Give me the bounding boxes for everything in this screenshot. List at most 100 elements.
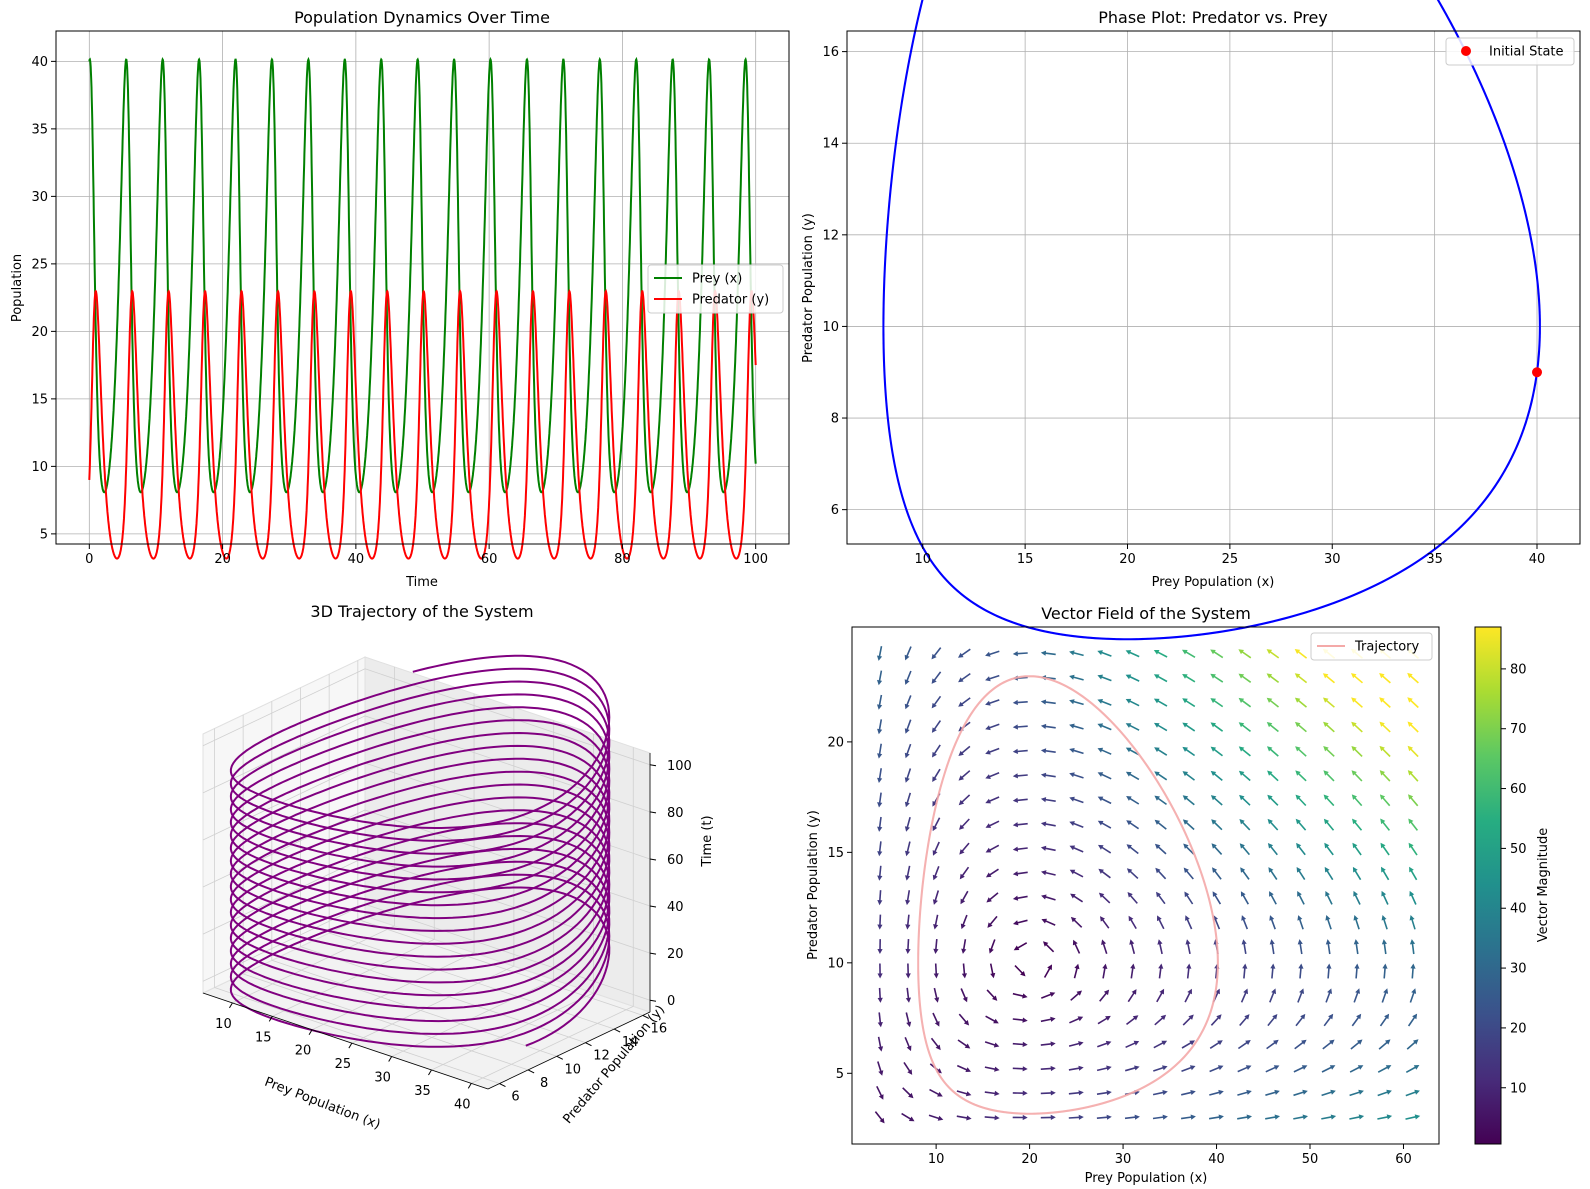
p4-vector-head [1182,795,1189,801]
p4-vector-shaft [1152,1091,1165,1096]
p4-vector-shaft [1354,894,1361,905]
p4-vector-head [932,899,938,905]
p4-vector-head [1040,748,1047,754]
p1-title: Population Dynamics Over Time [294,8,550,27]
p4-vector-shaft [1213,724,1224,732]
p4-vector-head [1105,1040,1112,1046]
p4-vector-shaft [960,697,971,706]
p4-vector-shaft [1297,723,1307,733]
p4-vector-shaft [1096,1116,1108,1119]
p2-xtick-label: 10 [914,552,931,567]
p4-vector-shaft [1185,845,1195,855]
p4-vector-head [1072,939,1078,946]
p4-vector-head [1296,842,1302,849]
p3-ztick-label: 0 [667,994,675,1009]
p4-vector-head [1352,818,1358,825]
p4-vector-head [985,774,991,779]
p4-vector-shaft [1410,869,1418,881]
p4-vector-head [1323,770,1329,776]
p4-vector-shaft [1377,1066,1389,1073]
p4-vector-shaft [1327,942,1331,955]
p4-vector-head [1411,988,1417,994]
p4-vector-head [1040,699,1047,705]
p4-vector-shaft [1044,749,1056,753]
p3-ytick-label: 6 [511,1090,519,1105]
p4-vector-shaft [1016,822,1028,826]
p4-vector-shaft [1409,796,1419,807]
p2-legend-label: Initial State [1489,45,1564,60]
p4-vector-head [932,800,938,807]
p3-grid-z-side [202,762,366,841]
p2-ytick-label: 16 [822,45,839,60]
p4-vector-shaft [1156,991,1163,1003]
p4-vector-head [1379,697,1385,703]
p4-vector-head [988,948,994,954]
p4-vector-shaft [1129,894,1138,904]
p4-vector-shaft [1298,869,1306,881]
p4-vector-head [1013,920,1019,926]
p4-vector-head [1218,1114,1224,1120]
p4-vector-head [931,702,937,709]
p4-vector-head [931,727,937,733]
p4-vector-shaft [1240,991,1247,1003]
p4-vector-shaft [1237,1066,1249,1073]
p2-ylabel: Predator Population (y) [801,213,816,363]
p4-vector-shaft [1325,991,1331,1003]
p4-vector-head [1102,963,1108,969]
p4-vector-shaft [1044,701,1056,705]
p4-vector-head [1133,1040,1140,1046]
p4-vector-head [1326,963,1332,969]
p4-ytick-label: 15 [827,846,844,861]
p4-vector-shaft [984,1116,996,1119]
p4-vector-shaft [930,1037,939,1048]
p4-vector-shaft [984,1091,996,1095]
p4-vector-shaft [1293,1066,1305,1073]
p4-vector-shaft [906,914,910,926]
p4-vector-shaft [1128,651,1140,658]
p4-vector-head [906,1045,912,1052]
p4-vector-head [1302,1089,1308,1095]
p3-ztick [649,999,657,1002]
p4-vector-head [908,1116,915,1122]
p4-vector-head [931,653,937,660]
p4-vector-shaft [1354,845,1362,856]
p4-vector-head [1069,748,1075,753]
p4-vector-shaft [1299,967,1302,979]
p4-vector-shaft [984,1041,996,1047]
p4-vector-shaft [906,768,912,780]
p4-vector-shaft [962,939,967,951]
p4-vector-shaft [1321,1066,1333,1073]
p2-xtick-label: 15 [1017,552,1034,567]
p1-ytick-label: 35 [31,122,48,137]
p4-vector-shaft [1326,894,1333,905]
p4-vector-shaft [905,1012,910,1024]
p4-vector-shaft [1241,675,1252,683]
p3-ztick-label: 80 [667,806,684,821]
p4-vector-head [1125,698,1132,704]
p4-vector-shaft [960,745,971,755]
p4-vector-shaft [985,1015,996,1023]
p4-vector-shaft [1129,870,1139,879]
p4-vector-head [1153,650,1160,655]
p4-vector-shaft [1269,675,1280,684]
p4-vector-head [1384,1013,1390,1020]
p4-vector-shaft [1185,699,1196,708]
p4-vector-head [1295,818,1301,825]
p4-vector-head [904,703,910,710]
p4-vector-shaft [934,963,938,975]
p4-vector-head [1154,819,1161,825]
p4-vector-shaft [1100,846,1112,854]
p4-vector-head [1297,915,1303,921]
p4-vector-shaft [1297,699,1308,708]
p4-vector-head [958,677,964,683]
p4-vector-shaft [1068,1042,1080,1047]
p4-vector-head [959,873,965,880]
p4-vector-shaft [1209,1091,1221,1096]
p1-xtick-label: 40 [348,552,365,567]
p4-vector-head [1323,746,1329,752]
p4-ticks: 10 20 30 40 50 60 5 10 15 20 [827,735,1411,1167]
p4-vector-head [1270,963,1276,969]
p4-vector-head [1074,963,1080,970]
p2-legend: Initial State [1445,37,1575,66]
p4-vector-head [1241,915,1247,921]
